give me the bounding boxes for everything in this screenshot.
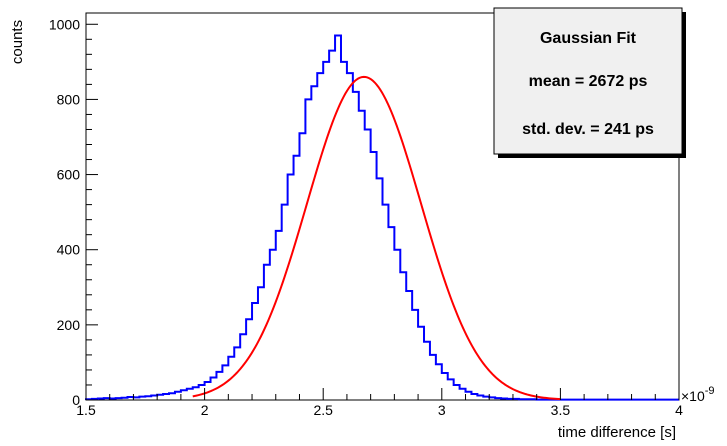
x-axis-exponent-base: ×10: [681, 388, 705, 404]
x-tick-label: 3: [438, 402, 446, 418]
y-tick-label: 600: [57, 167, 81, 183]
x-axis-title: time difference [s]: [558, 424, 676, 441]
axes: 1.5 2 2.5 3 3.5 4 0 200 400 600 800 1000: [49, 16, 683, 418]
x-tick-label: 2.5: [313, 402, 333, 418]
stats-box-panel: [493, 7, 683, 155]
gaussian-fit-series: [192, 75, 561, 401]
x-axis-exponent: ×10-9: [681, 385, 715, 404]
y-tick-label: 400: [57, 242, 81, 258]
gaussian-fit-line: [192, 75, 561, 401]
x-tick-label: 2: [201, 402, 209, 418]
y-tick-label: 800: [57, 91, 81, 107]
histogram-line: [85, 34, 679, 401]
y-tick-label: 0: [72, 392, 80, 408]
y-tick-label: 200: [57, 317, 81, 333]
stats-box-std: std. dev. = 241 ps: [522, 121, 654, 138]
stats-box-mean: mean = 2672 ps: [529, 73, 648, 90]
x-tick-label: 1.5: [76, 402, 96, 418]
y-tick-label: 1000: [49, 16, 80, 32]
x-axis-exponent-power: -9: [705, 385, 715, 397]
x-tick-label: 3.5: [551, 402, 571, 418]
histogram-series: [85, 34, 679, 401]
x-tick-label: 4: [675, 402, 683, 418]
stats-box: Gaussian Fit mean = 2672 ps std. dev. = …: [493, 7, 686, 158]
y-axis-title: counts: [9, 20, 26, 64]
stats-box-title: Gaussian Fit: [540, 30, 637, 47]
